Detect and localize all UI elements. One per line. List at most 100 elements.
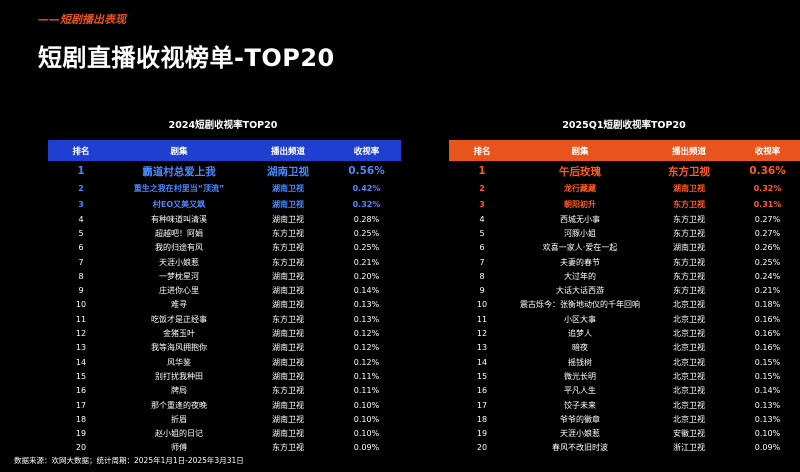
table-row: 8 一梦枕星河 湖南卫视 0.20% (48, 269, 401, 283)
channel-cell: 湖南卫视 (673, 243, 705, 253)
column-header: 剧集 (515, 140, 645, 161)
drama-cell: 村EO又美又飒 (152, 199, 206, 209)
column-header: 收视率 (332, 140, 401, 161)
channel-cell: 东方卫视 (272, 243, 304, 253)
drama-cell: 暗夜 (572, 343, 588, 353)
drama-cell: 天涯小娘惹 (159, 257, 199, 267)
rating-cell: 0.24% (754, 271, 781, 281)
rank-cell: 15 (75, 371, 87, 381)
drama-cell: 欢喜一家人·爱在一起 (542, 243, 618, 253)
channel-cell: 东方卫视 (673, 257, 705, 267)
drama-cell: 大过年的 (564, 271, 596, 281)
rank-cell: 15 (476, 371, 488, 381)
channel-cell: 北京卫视 (673, 343, 705, 353)
rank-cell: 19 (476, 429, 488, 439)
rating-cell: 0.13% (353, 314, 380, 324)
drama-cell: 别打扰我种田 (155, 371, 203, 381)
rating-cell: 0.16% (754, 343, 781, 353)
column-header: 播出频道 (645, 140, 733, 161)
channel-cell: 东方卫视 (673, 199, 705, 209)
table-row: 6 欢喜一家人·爱在一起 湖南卫视 0.26% (449, 241, 800, 255)
table-row: 2 龙行藏藏 湖南卫视 0.32% (449, 181, 800, 197)
rating-cell: 0.32% (753, 184, 782, 194)
rating-cell: 0.31% (753, 199, 782, 209)
rank-cell: 12 (476, 329, 488, 339)
rating-cell: 0.27% (754, 214, 781, 224)
rank-cell: 16 (476, 386, 488, 396)
rank-cell: 10 (476, 300, 488, 310)
table-row: 12 金猪玉叶 湖南卫视 0.12% (48, 326, 401, 340)
rank-cell: 9 (479, 286, 485, 296)
rank-cell: 6 (78, 243, 84, 253)
right-table-title: 2025Q1短剧收视率TOP20 (562, 120, 686, 131)
rank-cell: 9 (78, 286, 84, 296)
drama-cell: 追梦人 (568, 329, 592, 339)
drama-cell: 朝阳初升 (564, 199, 596, 209)
channel-cell: 浙江卫视 (673, 443, 705, 453)
table-row: 5 河豚小姐 东方卫视 0.27% (449, 226, 800, 240)
rank-cell: 20 (75, 443, 87, 453)
table-row: 6 我的归途有风 东方卫视 0.25% (48, 241, 401, 255)
table-row: 1 霸道村总爱上我 湖南卫视 0.56% (48, 161, 401, 181)
channel-cell: 东方卫视 (272, 386, 304, 396)
channel-cell: 北京卫视 (673, 414, 705, 424)
rating-cell: 0.09% (353, 443, 380, 453)
channel-cell: 湖南卫视 (272, 343, 304, 353)
channel-cell: 北京卫视 (673, 314, 705, 324)
table-row: 16 牌局 东方卫视 0.11% (48, 384, 401, 398)
drama-cell: 平凡人生 (564, 386, 596, 396)
table-row: 18 爷爷的徽章 北京卫视 0.13% (449, 412, 800, 426)
table-row: 14 摇钱树 北京卫视 0.15% (449, 355, 800, 369)
drama-cell: 春风不改旧时波 (552, 443, 608, 453)
rating-cell: 0.11% (353, 371, 380, 381)
section-tag: ——短剧播出表现 (38, 13, 126, 26)
rating-cell: 0.21% (754, 286, 781, 296)
rank-cell: 4 (78, 214, 84, 224)
table-row: 15 别打扰我种田 湖南卫视 0.11% (48, 369, 401, 383)
rating-cell: 0.14% (353, 286, 380, 296)
rank-cell: 5 (78, 228, 84, 238)
table-row: 13 暗夜 北京卫视 0.16% (449, 341, 800, 355)
table-row: 17 饺子未来 北京卫视 0.13% (449, 398, 800, 412)
channel-cell: 安徽卫视 (673, 429, 705, 439)
drama-cell: 难寻 (171, 300, 187, 310)
drama-cell: 一梦枕星河 (159, 271, 199, 281)
rating-cell: 0.10% (353, 400, 380, 410)
rating-cell: 0.12% (353, 357, 380, 367)
table-row: 19 天涯小娘惹 安徽卫视 0.10% (449, 426, 800, 440)
rank-cell: 2 (78, 184, 84, 194)
drama-cell: 小区大事 (564, 314, 596, 324)
footnote: 数据来源：欢网大数据；统计周期：2025年1月1日-2025年3月31日 (14, 456, 244, 465)
rank-cell: 14 (75, 357, 87, 367)
channel-cell: 湖南卫视 (272, 300, 304, 310)
table-row: 3 村EO又美又飒 湖南卫视 0.32% (48, 197, 401, 213)
channel-cell: 东方卫视 (673, 271, 705, 281)
rating-cell: 0.25% (353, 228, 380, 238)
table-row: 17 那个重逢的夜晚 湖南卫视 0.10% (48, 398, 401, 412)
rating-cell: 0.10% (353, 429, 380, 439)
channel-cell: 东方卫视 (673, 228, 705, 238)
rating-cell: 0.36% (749, 165, 786, 177)
column-header: 剧集 (114, 140, 244, 161)
rank-cell: 8 (479, 271, 485, 281)
rating-cell: 0.10% (754, 429, 781, 439)
channel-cell: 东方卫视 (668, 165, 710, 178)
table-row: 12 追梦人 北京卫视 0.16% (449, 326, 800, 340)
drama-cell: 爷爷的徽章 (560, 414, 600, 424)
left-ranking-table: 排名 剧集 播出频道 收视率 1 霸道村总爱上我 湖南卫视 0.56% 2 重生之我在村里当“顶… (48, 140, 401, 455)
table-row: 1 午后玫瑰 东方卫视 0.36% (449, 161, 800, 181)
table-row: 15 微光长明 北京卫视 0.15% (449, 369, 800, 383)
table-row: 7 天涯小娘惹 东方卫视 0.21% (48, 255, 401, 269)
rank-cell: 4 (479, 214, 485, 224)
channel-cell: 北京卫视 (673, 386, 705, 396)
channel-cell: 湖南卫视 (272, 199, 304, 209)
channel-cell: 东方卫视 (272, 257, 304, 267)
left-table-title: 2024短剧收视率TOP20 (168, 120, 278, 131)
drama-cell: 师傅 (171, 443, 187, 453)
table-row: 8 大过年的 东方卫视 0.24% (449, 269, 800, 283)
table-row: 20 师傅 东方卫视 0.09% (48, 441, 401, 455)
drama-cell: 龙行藏藏 (564, 184, 596, 194)
channel-cell: 北京卫视 (673, 371, 705, 381)
table-row: 13 我等海风拥抱你 湖南卫视 0.12% (48, 341, 401, 355)
rank-cell: 17 (75, 400, 87, 410)
